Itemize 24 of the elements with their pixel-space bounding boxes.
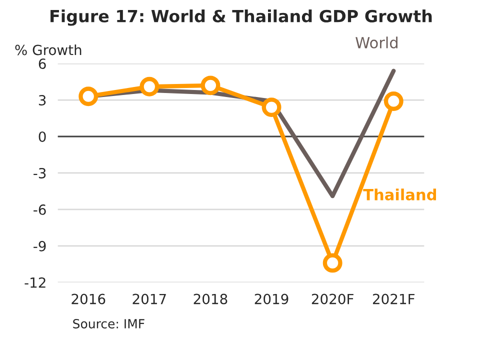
chart-title: Figure 17: World & Thailand GDP Growth <box>50 10 432 26</box>
point <box>322 253 342 273</box>
y-tick-label: 0 <box>38 131 46 142</box>
y-tick-label: -12 <box>24 277 46 288</box>
point <box>78 86 98 106</box>
y-tick-label: 3 <box>38 94 46 106</box>
y-tick-label: -6 <box>34 204 46 215</box>
point <box>384 92 404 111</box>
source-note: Source: IMF <box>73 319 144 328</box>
x-tick-label: 2019 <box>254 294 288 304</box>
point <box>140 76 160 96</box>
point <box>262 98 282 118</box>
series-label: Thailand <box>363 188 436 200</box>
y-tick-label: -3 <box>34 168 46 178</box>
x-tick-label: 2017 <box>132 294 166 304</box>
y-axis-title: % Growth <box>15 44 82 56</box>
x-tick-label: 2020F <box>312 294 354 304</box>
y-tick-label: 6 <box>38 58 46 70</box>
x-tick-label: 2018 <box>194 294 228 304</box>
y-tick-label: -9 <box>34 240 46 252</box>
x-tick-label: 2016 <box>72 294 106 304</box>
series-label: World <box>356 36 398 48</box>
x-tick-label: 2021F <box>372 294 414 304</box>
point <box>200 76 220 96</box>
